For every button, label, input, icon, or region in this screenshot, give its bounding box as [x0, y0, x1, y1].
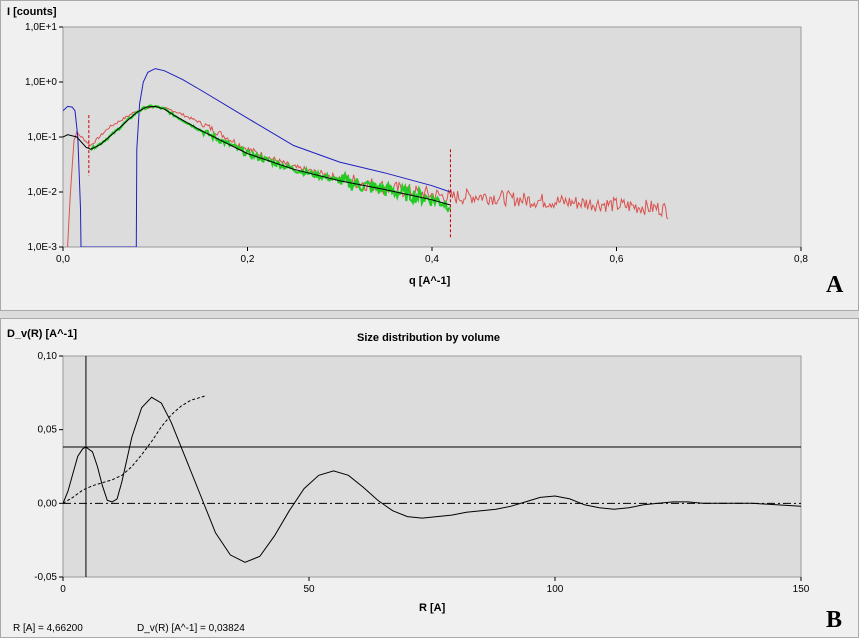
- size-distribution-plot[interactable]: 0,10 0,05 0,00 -0,050 50 100 150: [1, 319, 858, 637]
- x-tick-label: 50: [303, 584, 315, 595]
- x-tick-label: 0,6: [610, 254, 624, 265]
- plot-clip-group: [63, 356, 801, 577]
- x-tick-label: 0: [60, 584, 66, 595]
- chart-title: Size distribution by volume: [357, 332, 501, 344]
- y-tick-label: 1,0E-3: [28, 242, 58, 253]
- plot-clip-group: [63, 68, 669, 247]
- x-axis-label: R [A]: [419, 602, 446, 614]
- readout-dv: D_v(R) [A^-1] = 0,03824: [137, 623, 245, 634]
- series-line-0: [67, 105, 669, 247]
- series-line-1: [63, 68, 451, 247]
- y-tick-label: -0,05: [34, 572, 57, 583]
- plot-area: [62, 355, 802, 578]
- intensity-plot[interactable]: 1,0E+1 1,0E+0 1,0E-1 1,0E-2 1,0E-30,0 0,2 0,4 0…: [1, 1, 858, 310]
- x-tick-label: 0,2: [241, 254, 255, 265]
- panel-b: D_v(R) [A^-1] Size distribution by volum…: [0, 318, 859, 638]
- y-tick-label: 1,0E+0: [25, 77, 57, 88]
- series-line-3: [63, 105, 451, 206]
- y-tick-label: 1,0E-1: [28, 132, 58, 143]
- y-axis-label: I [counts]: [7, 6, 57, 18]
- x-tick-label: 0,0: [56, 254, 70, 265]
- x-tick-label: 150: [793, 584, 810, 595]
- y-tick-label: 1,0E+1: [25, 22, 57, 33]
- y-axis-label: D_v(R) [A^-1]: [7, 328, 77, 340]
- y-tick-label: 1,0E-2: [28, 187, 58, 198]
- y-tick-label: 0,05: [38, 425, 58, 436]
- x-tick-label: 0,8: [794, 254, 808, 265]
- readout-r: R [A] = 4,66200: [13, 623, 83, 634]
- panel-letter: B: [826, 607, 843, 633]
- plot-area: [62, 26, 802, 248]
- series-line-0: [63, 396, 801, 563]
- x-axis-label: q [A^-1]: [409, 275, 451, 287]
- series-line-2: [89, 104, 451, 213]
- series-line-1: [63, 395, 206, 504]
- x-tick-label: 0,4: [425, 254, 439, 265]
- y-tick-label: 0,10: [38, 351, 58, 362]
- panel-letter: A: [826, 272, 844, 298]
- panel-a: I [counts] q [A^-1] A 1,0E+1 1,0E+0 1,0E-1…: [0, 0, 859, 311]
- y-tick-label: 0,00: [38, 498, 58, 509]
- x-tick-label: 100: [547, 584, 564, 595]
